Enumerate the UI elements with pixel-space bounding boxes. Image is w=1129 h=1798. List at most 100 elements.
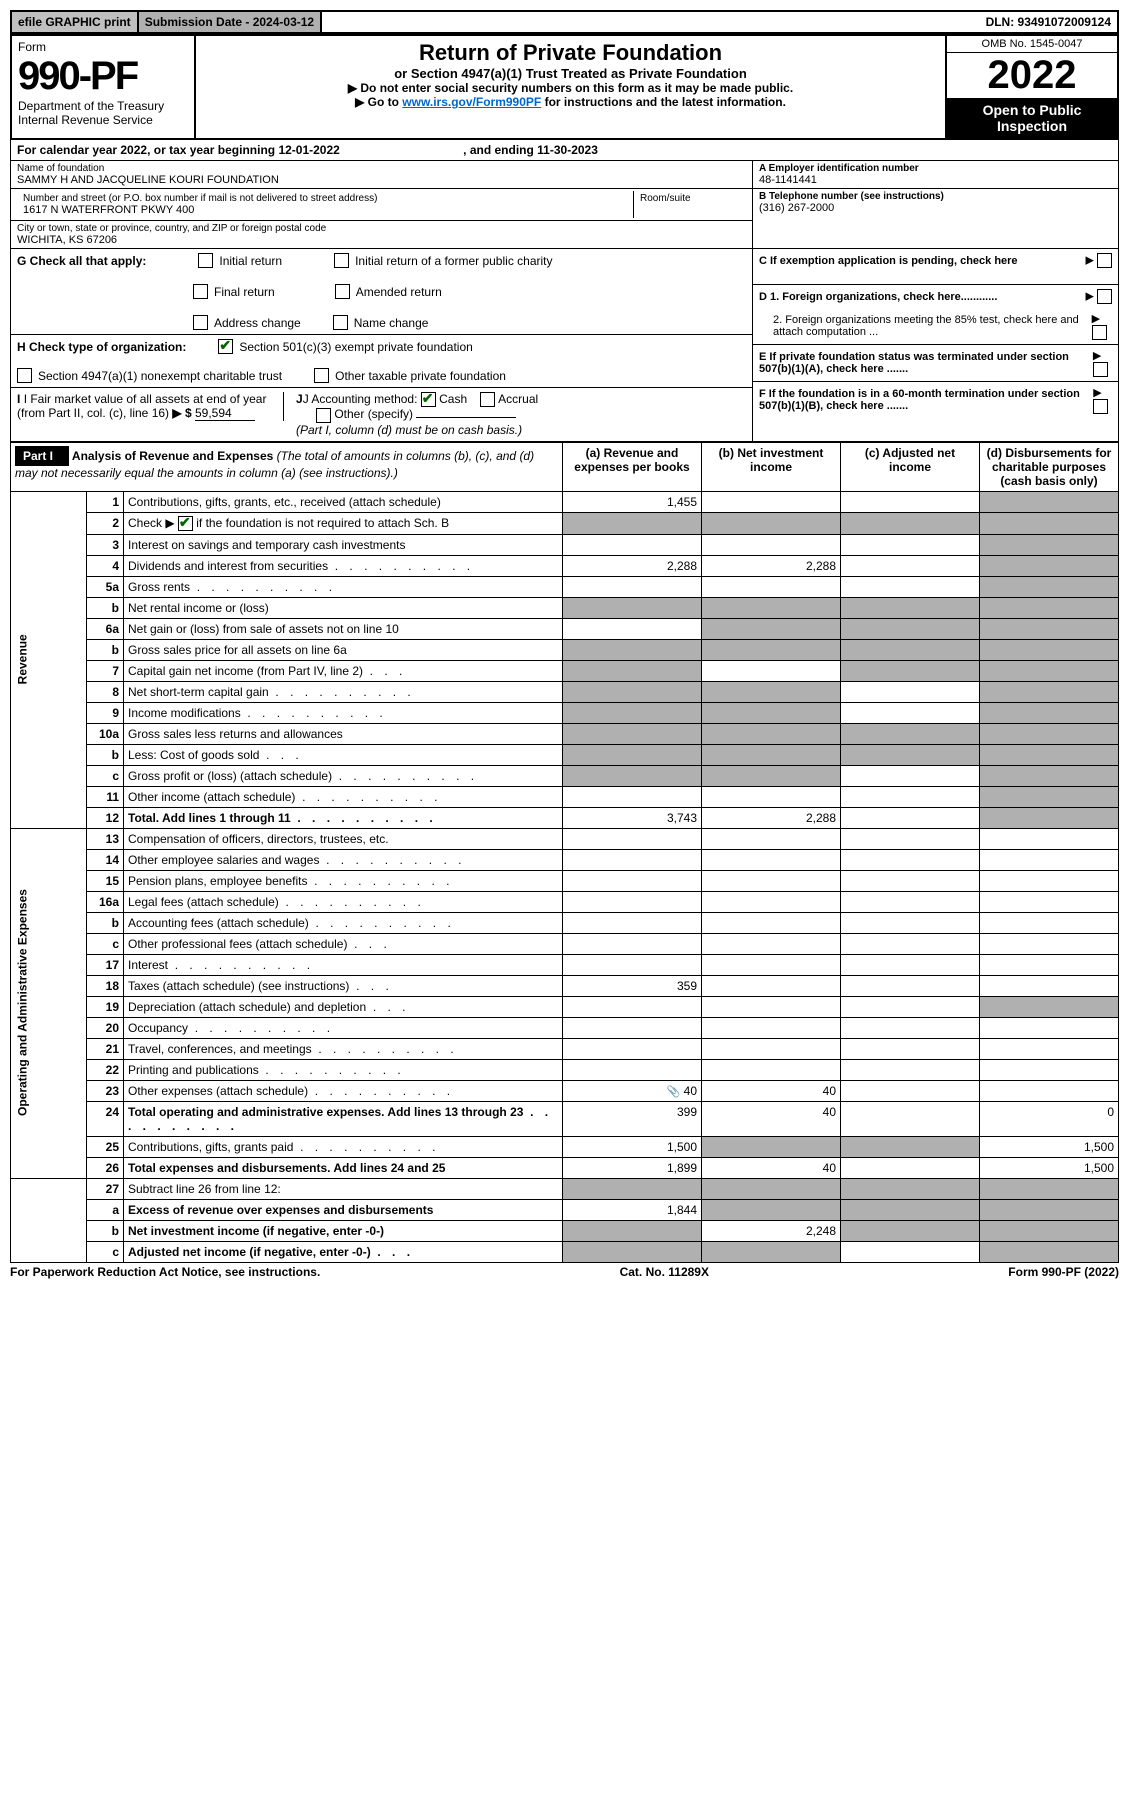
line-number: 6a: [87, 618, 124, 639]
cell: [841, 1157, 980, 1178]
efile-button[interactable]: efile GRAPHIC print: [12, 12, 139, 32]
line-number: a: [87, 1199, 124, 1220]
checkbox-f[interactable]: [1093, 399, 1108, 414]
line-desc: Printing and publications: [124, 1059, 563, 1080]
line-desc: Less: Cost of goods sold: [124, 744, 563, 765]
line-desc: Contributions, gifts, grants, etc., rece…: [124, 491, 563, 512]
line-desc: Pension plans, employee benefits: [124, 870, 563, 891]
checkbox-accrual[interactable]: [480, 392, 495, 407]
line-number: 18: [87, 975, 124, 996]
line-desc: Other expenses (attach schedule): [124, 1080, 563, 1101]
cell: [841, 807, 980, 828]
checkbox-cash[interactable]: [421, 392, 436, 407]
checkbox-name-change[interactable]: [333, 315, 348, 330]
cell: [841, 681, 980, 702]
table-row: 23Other expenses (attach schedule) 4040: [11, 1080, 1119, 1101]
table-row: cAdjusted net income (if negative, enter…: [11, 1241, 1119, 1262]
table-row: bNet investment income (if negative, ent…: [11, 1220, 1119, 1241]
table-row: 17Interest: [11, 954, 1119, 975]
checkbox-address-change[interactable]: [193, 315, 208, 330]
line-number: b: [87, 1220, 124, 1241]
col-a-header: (a) Revenue and expenses per books: [563, 442, 702, 491]
table-row: 16aLegal fees (attach schedule): [11, 891, 1119, 912]
e-label: E If private foundation status was termi…: [759, 351, 1093, 375]
form-number: 990-PF: [18, 54, 188, 99]
cell: [980, 1220, 1119, 1241]
form-header: Form 990-PF Department of the Treasury I…: [10, 34, 1119, 140]
cell: [841, 597, 980, 618]
side-label: Operating and Administrative Expenses: [11, 828, 87, 1178]
cell: [563, 1059, 702, 1080]
table-row: Operating and Administrative Expenses13C…: [11, 828, 1119, 849]
cell: [563, 891, 702, 912]
line-number: 10a: [87, 723, 124, 744]
cell: [841, 744, 980, 765]
cell: [702, 1136, 841, 1157]
table-row: 4Dividends and interest from securities …: [11, 555, 1119, 576]
cell: [702, 618, 841, 639]
checkbox-d1[interactable]: [1097, 289, 1112, 304]
checkbox-amended[interactable]: [335, 284, 350, 299]
line-desc: Other income (attach schedule): [124, 786, 563, 807]
cell: [563, 639, 702, 660]
g-row: G Check all that apply: Initial return I…: [11, 249, 752, 335]
cell: [980, 849, 1119, 870]
phone: (316) 267-2000: [759, 202, 1112, 214]
line-desc: Subtract line 26 from line 12:: [124, 1178, 563, 1199]
checkbox-c[interactable]: [1097, 253, 1112, 268]
cell: [702, 996, 841, 1017]
checkbox-other-method[interactable]: [316, 408, 331, 423]
cell: [702, 870, 841, 891]
cell: [563, 681, 702, 702]
foundation-name: SAMMY H AND JACQUELINE KOURI FOUNDATION: [17, 174, 746, 186]
line-desc: Legal fees (attach schedule): [124, 891, 563, 912]
cell: [841, 1059, 980, 1080]
checkbox-501c3[interactable]: [218, 339, 233, 354]
cell: [980, 891, 1119, 912]
side-label: Revenue: [11, 491, 87, 828]
cell: [980, 954, 1119, 975]
cell: [563, 1017, 702, 1038]
checkbox-sch-b[interactable]: [178, 516, 193, 531]
checkbox-initial-former[interactable]: [334, 253, 349, 268]
line-number: 23: [87, 1080, 124, 1101]
cell: [563, 1220, 702, 1241]
cell: [841, 1220, 980, 1241]
checkbox-other-taxable[interactable]: [314, 368, 329, 383]
table-row: bNet rental income or (loss): [11, 597, 1119, 618]
cell: [841, 786, 980, 807]
line-number: b: [87, 912, 124, 933]
cell: [563, 912, 702, 933]
line-desc: Travel, conferences, and meetings: [124, 1038, 563, 1059]
irs-link[interactable]: www.irs.gov/Form990PF: [402, 95, 541, 109]
cell: [563, 576, 702, 597]
cell: [702, 954, 841, 975]
identity-block: Name of foundation SAMMY H AND JACQUELIN…: [10, 161, 1119, 249]
checkbox-d2[interactable]: [1092, 325, 1107, 340]
checkbox-initial-return[interactable]: [198, 253, 213, 268]
cell: [563, 512, 702, 534]
cell: 2,288: [702, 555, 841, 576]
cell: [702, 1199, 841, 1220]
cell: [980, 1199, 1119, 1220]
attach-icon[interactable]: [667, 1084, 681, 1098]
table-row: 2Check ▶ if the foundation is not requir…: [11, 512, 1119, 534]
line-number: 25: [87, 1136, 124, 1157]
cell: [980, 681, 1119, 702]
cell: 2,288: [563, 555, 702, 576]
line-desc: Contributions, gifts, grants paid: [124, 1136, 563, 1157]
checkbox-4947[interactable]: [17, 368, 32, 383]
table-row: 22Printing and publications: [11, 1059, 1119, 1080]
line-number: 14: [87, 849, 124, 870]
cell: [702, 891, 841, 912]
cell: [841, 618, 980, 639]
checkbox-e[interactable]: [1093, 362, 1108, 377]
cell: 1,844: [563, 1199, 702, 1220]
cell: [841, 491, 980, 512]
line-desc: Interest: [124, 954, 563, 975]
checkbox-final-return[interactable]: [193, 284, 208, 299]
line-number: 5a: [87, 576, 124, 597]
cell: [841, 1017, 980, 1038]
line-desc: Gross rents: [124, 576, 563, 597]
cell: [841, 954, 980, 975]
